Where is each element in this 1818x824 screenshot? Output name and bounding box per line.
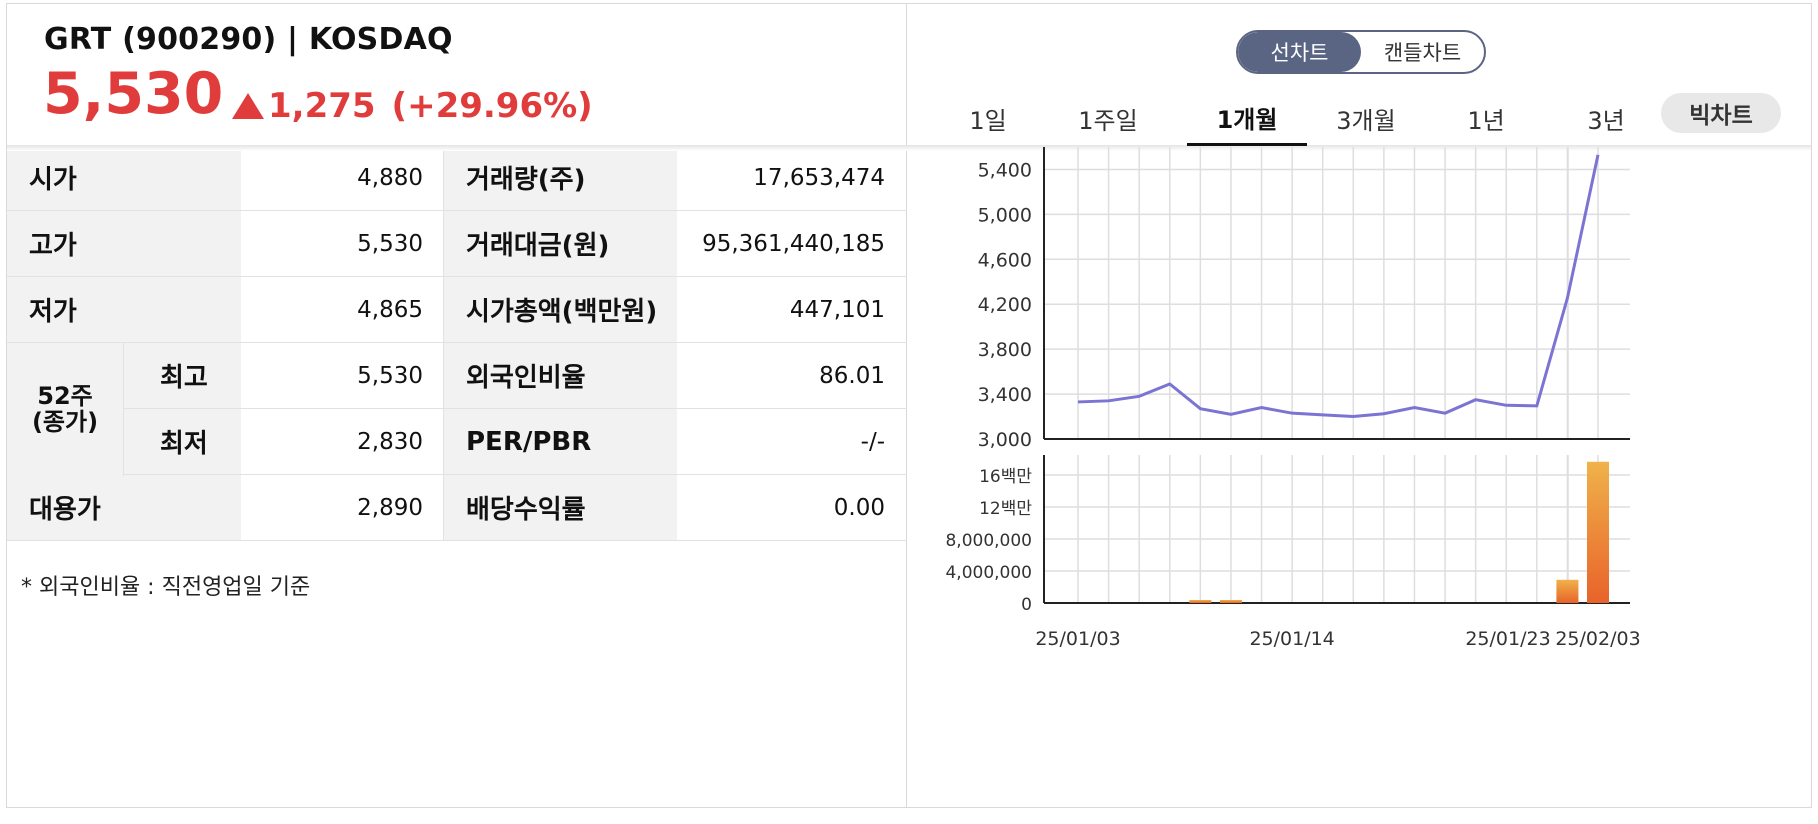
week52-high-label: 최고 [124, 343, 241, 408]
price-tick-label: 5,000 [978, 204, 1032, 226]
volume-label: 거래량(주) [443, 145, 677, 210]
table-row: 고가 5,530 거래대금(원) 95,361,440,185 [7, 211, 907, 277]
volume-tick-label: 12백만 [979, 499, 1032, 519]
volume-tick-label: 8,000,000 [945, 531, 1032, 551]
low-label: 저가 [7, 277, 241, 342]
chart-section: 선차트 캔들차트 1일 1주일 1개월 3개월 1년 3년 빅차트 5,400 5… [908, 4, 1811, 807]
high-value: 5,530 [357, 230, 423, 257]
quote-info-section: GRT (900290) | KOSDAQ 5,530 1,275 (+29.9… [7, 4, 907, 807]
price-volume-chart: 5,400 5,000 4,600 4,200 3,800 3,400 3,000 16백만… [945, 147, 1641, 650]
price-tick-label: 3,000 [978, 429, 1032, 451]
table-row: 52주 (종가) 최고 5,530 외국인비율 86.01 [7, 343, 907, 476]
market-name: KOSDAQ [308, 22, 453, 57]
per-pbr-label: PER/PBR [443, 409, 677, 474]
table-row: 저가 4,865 시가총액(백만원) 447,101 [7, 277, 907, 343]
current-price: 5,530 [43, 61, 224, 127]
change-percent: (+29.96%) [391, 86, 593, 126]
volume-tick-label: 4,000,000 [945, 563, 1032, 583]
foreign-ratio-value: 86.01 [819, 362, 885, 389]
candle-chart-button[interactable]: 캔들차트 [1383, 41, 1462, 65]
amount-value: 95,361,440,185 [702, 230, 885, 257]
market-cap-label: 시가총액(백만원) [443, 277, 677, 342]
stock-title: GRT (900290) | KOSDAQ [44, 22, 453, 57]
per-pbr-value: -/- [860, 428, 885, 455]
volume-value: 17,653,474 [753, 164, 885, 191]
date-tick-label: 25/01/03 [1035, 628, 1120, 650]
stock-code: (900290) [122, 22, 277, 57]
big-chart-button[interactable]: 빅차트 [1661, 93, 1781, 133]
volume-bar [1587, 461, 1609, 603]
high-label: 고가 [7, 211, 241, 276]
base-price-label: 대용가 [7, 475, 241, 540]
price-tick-label: 4,600 [978, 249, 1032, 271]
price-change: 1,275 (+29.96%) [232, 86, 593, 126]
date-x-axis: 25/01/03 25/01/14 25/01/23 25/02/03 [1035, 628, 1640, 650]
week52-low-value: 2,830 [357, 428, 423, 455]
tab-3month[interactable]: 3개월 [1336, 107, 1396, 135]
volume-tick-label: 16백만 [979, 467, 1032, 487]
market-cap-value: 447,101 [789, 296, 885, 323]
foreign-ratio-label: 외국인비율 [443, 343, 677, 408]
dividend-label: 배당수익률 [443, 475, 677, 540]
table-row: 시가 4,880 거래량(주) 17,653,474 [7, 145, 907, 211]
tab-3year[interactable]: 3년 [1587, 107, 1625, 135]
price-tick-label: 5,400 [978, 159, 1032, 181]
date-tick-label: 25/02/03 [1555, 628, 1640, 650]
period-tabs: 1일 1주일 1개월 3개월 1년 3년 [908, 92, 1811, 148]
week52-label-line2: (종가) [31, 407, 99, 436]
tab-1month[interactable]: 1개월 [1187, 92, 1307, 146]
volume-y-axis: 16백만 12백만 8,000,000 4,000,000 0 [945, 455, 1630, 615]
tab-1year[interactable]: 1년 [1467, 107, 1505, 135]
tab-1day[interactable]: 1일 [969, 107, 1007, 135]
line-chart-button[interactable]: 선차트 [1238, 32, 1361, 72]
header-divider [7, 145, 1811, 151]
volume-bar [1219, 600, 1242, 603]
open-value: 4,880 [357, 164, 423, 191]
change-amount: 1,275 [268, 86, 376, 126]
table-row: 대용가 2,890 배당수익률 0.00 [7, 475, 907, 541]
price-grid [1044, 147, 1630, 440]
date-tick-label: 25/01/14 [1249, 628, 1334, 650]
tab-1week[interactable]: 1주일 [1078, 107, 1138, 135]
volume-bar [1189, 600, 1212, 603]
title-separator: | [287, 22, 299, 57]
dividend-value: 0.00 [833, 494, 885, 521]
stock-name: GRT [44, 22, 112, 57]
base-price-value: 2,890 [357, 494, 423, 521]
table-row: 최저 2,830 PER/PBR -/- [7, 409, 907, 475]
footnote: * 외국인비율 : 직전영업일 기준 [21, 575, 311, 600]
volume-tick-label: 0 [1021, 595, 1032, 615]
volume-bars [1189, 461, 1609, 603]
volume-bar [1556, 579, 1579, 603]
date-tick-label: 25/01/23 [1465, 628, 1550, 650]
volume-grid [1044, 455, 1630, 604]
stock-quote-panel: GRT (900290) | KOSDAQ 5,530 1,275 (+29.9… [6, 3, 1812, 808]
open-label: 시가 [7, 145, 241, 210]
quote-table: 시가 4,880 거래량(주) 17,653,474 고가 5,530 거래대금… [7, 145, 907, 541]
low-value: 4,865 [357, 296, 423, 323]
chart-type-toggle: 선차트 캔들차트 [1236, 30, 1486, 74]
week52-low-label: 최저 [124, 409, 241, 474]
price-tick-label: 3,800 [978, 339, 1032, 361]
price-tick-label: 4,200 [978, 294, 1032, 316]
amount-label: 거래대금(원) [443, 211, 677, 276]
week52-label-line1: 52주 [37, 382, 93, 411]
week52-high-value: 5,530 [357, 362, 423, 389]
price-line [1077, 154, 1600, 419]
triangle-up-icon [232, 93, 264, 119]
week52-label: 52주 (종가) [7, 343, 124, 476]
price-y-axis: 5,400 5,000 4,600 4,200 3,800 3,400 3,000 [978, 147, 1630, 451]
price-tick-label: 3,400 [978, 384, 1032, 406]
